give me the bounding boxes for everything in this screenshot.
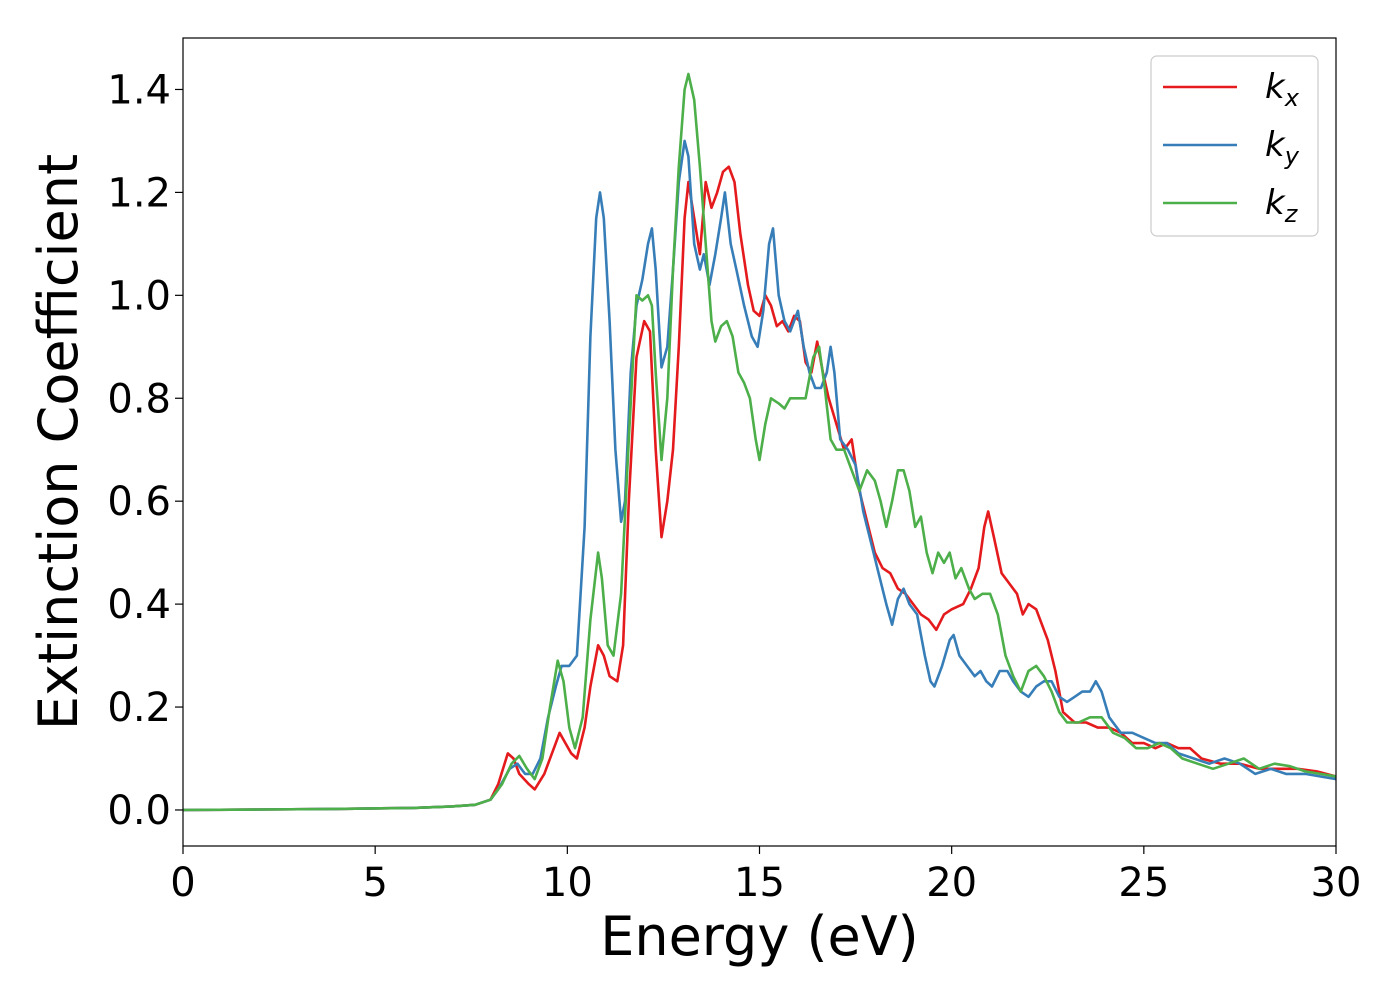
y-tick-label: 0.2	[107, 685, 171, 731]
series-line-ky	[183, 139, 1336, 812]
legend-label-ky: ky	[1265, 125, 1300, 170]
y-tick-label: 0.6	[107, 479, 171, 525]
y-tick-label: 1.4	[107, 67, 171, 113]
y-tick-label: 1.0	[107, 273, 171, 319]
legend-label-kz: kz	[1265, 183, 1299, 228]
series-layer	[183, 72, 1336, 812]
x-tick-label: 15	[734, 860, 785, 906]
y-tick-label: 1.2	[107, 170, 171, 216]
x-tick-label: 20	[926, 860, 977, 906]
x-tick-label: 0	[170, 860, 195, 906]
x-tick-label: 10	[542, 860, 593, 906]
legend-label-kx: kx	[1265, 67, 1300, 112]
series-line-kz	[183, 72, 1336, 812]
y-tick-label: 0.0	[107, 788, 171, 834]
x-axis: 0 5 10 15 20 25 30	[170, 846, 1361, 906]
y-axis: 0.0 0.2 0.4 0.6 0.8 1.0 1.2 1.4	[107, 67, 183, 834]
y-tick-label: 0.4	[107, 582, 171, 628]
x-tick-label: 25	[1118, 860, 1169, 906]
x-axis-title: Energy (eV)	[600, 905, 919, 968]
x-tick-label: 30	[1311, 860, 1362, 906]
y-axis-title: Extinction Coefficient	[27, 154, 90, 730]
legend: kx ky kz	[1150, 55, 1319, 237]
y-tick-label: 0.8	[107, 376, 171, 422]
x-tick-label: 5	[362, 860, 387, 906]
